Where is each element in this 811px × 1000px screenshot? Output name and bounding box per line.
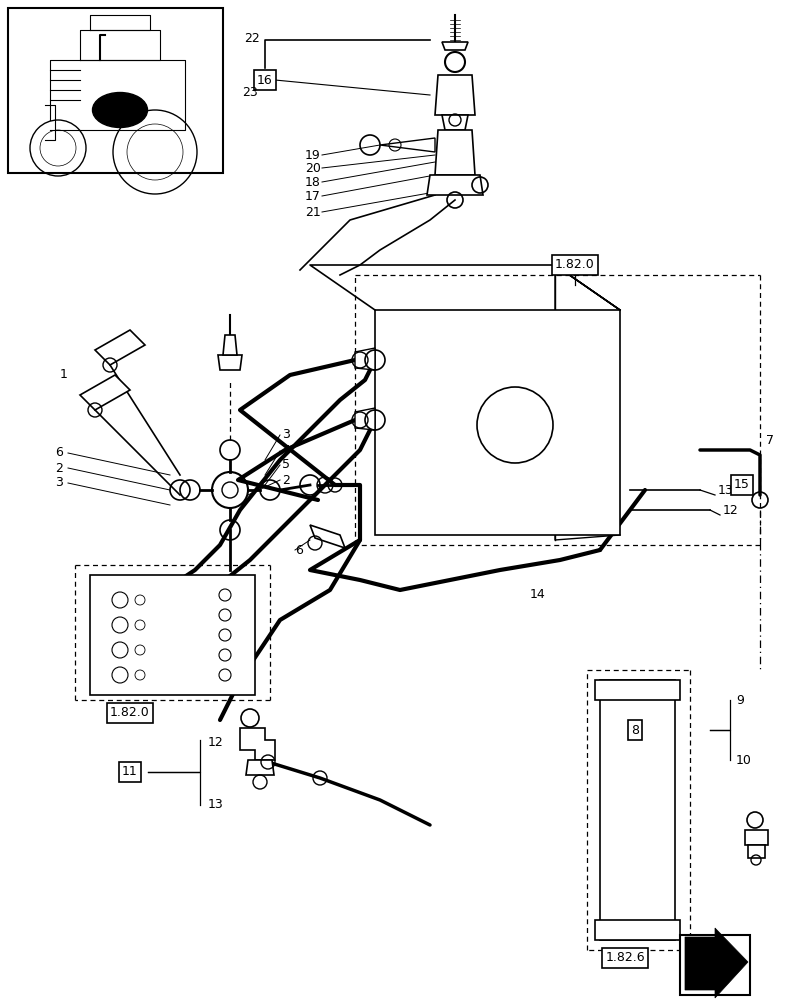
Polygon shape xyxy=(435,75,474,115)
Polygon shape xyxy=(441,42,467,50)
Text: 5: 5 xyxy=(281,458,290,472)
Text: 7: 7 xyxy=(765,434,773,446)
Polygon shape xyxy=(747,845,764,858)
Text: 3: 3 xyxy=(55,477,62,489)
Text: 6: 6 xyxy=(55,446,62,460)
Polygon shape xyxy=(599,680,674,940)
Text: 2: 2 xyxy=(55,462,62,475)
Bar xyxy=(679,935,749,995)
Text: 11: 11 xyxy=(122,765,138,778)
Text: 12: 12 xyxy=(722,504,738,516)
Text: 1.82.0: 1.82.0 xyxy=(555,258,594,271)
Polygon shape xyxy=(80,375,130,410)
Bar xyxy=(8,8,223,173)
Text: 6: 6 xyxy=(294,544,303,556)
Text: 4: 4 xyxy=(281,444,290,458)
Polygon shape xyxy=(95,330,145,365)
Polygon shape xyxy=(354,348,375,370)
Polygon shape xyxy=(594,920,679,940)
Text: 1.82.0: 1.82.0 xyxy=(110,706,150,720)
Text: 15: 15 xyxy=(733,479,749,491)
Text: 19: 19 xyxy=(305,149,320,162)
Text: 22: 22 xyxy=(244,32,260,45)
Text: 18: 18 xyxy=(305,176,320,189)
Text: 3: 3 xyxy=(281,428,290,442)
Polygon shape xyxy=(375,310,620,535)
Polygon shape xyxy=(240,728,275,760)
Polygon shape xyxy=(246,760,273,775)
Text: 13: 13 xyxy=(717,484,733,496)
Text: 17: 17 xyxy=(305,190,320,202)
Polygon shape xyxy=(441,115,467,130)
Text: 23: 23 xyxy=(242,86,258,99)
Polygon shape xyxy=(594,680,679,700)
Text: 9: 9 xyxy=(735,694,743,706)
Polygon shape xyxy=(354,408,375,430)
Text: 2: 2 xyxy=(281,474,290,487)
Text: 8: 8 xyxy=(630,724,638,736)
Polygon shape xyxy=(310,525,345,548)
Polygon shape xyxy=(217,355,242,370)
Polygon shape xyxy=(435,130,474,175)
Text: 21: 21 xyxy=(305,206,320,219)
Polygon shape xyxy=(90,575,255,695)
Polygon shape xyxy=(744,830,767,845)
Text: 16: 16 xyxy=(257,74,272,87)
Polygon shape xyxy=(684,928,747,998)
Text: 12: 12 xyxy=(208,736,224,748)
Polygon shape xyxy=(380,138,435,152)
Text: 10: 10 xyxy=(735,754,751,766)
Text: 20: 20 xyxy=(305,162,320,175)
Text: 13: 13 xyxy=(208,798,224,811)
Ellipse shape xyxy=(92,93,148,128)
Text: 1.82.6: 1.82.6 xyxy=(604,951,644,964)
Text: 1: 1 xyxy=(60,368,68,381)
Polygon shape xyxy=(223,335,237,355)
Text: 14: 14 xyxy=(530,588,545,601)
Polygon shape xyxy=(427,175,483,195)
